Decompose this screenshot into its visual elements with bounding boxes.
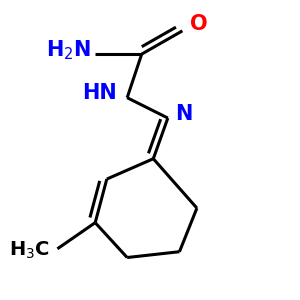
- Text: O: O: [190, 14, 207, 34]
- Text: H$_2$N: H$_2$N: [46, 38, 91, 61]
- Text: HN: HN: [82, 83, 117, 103]
- Text: N: N: [175, 104, 193, 124]
- Text: H$_3$C: H$_3$C: [9, 240, 50, 261]
